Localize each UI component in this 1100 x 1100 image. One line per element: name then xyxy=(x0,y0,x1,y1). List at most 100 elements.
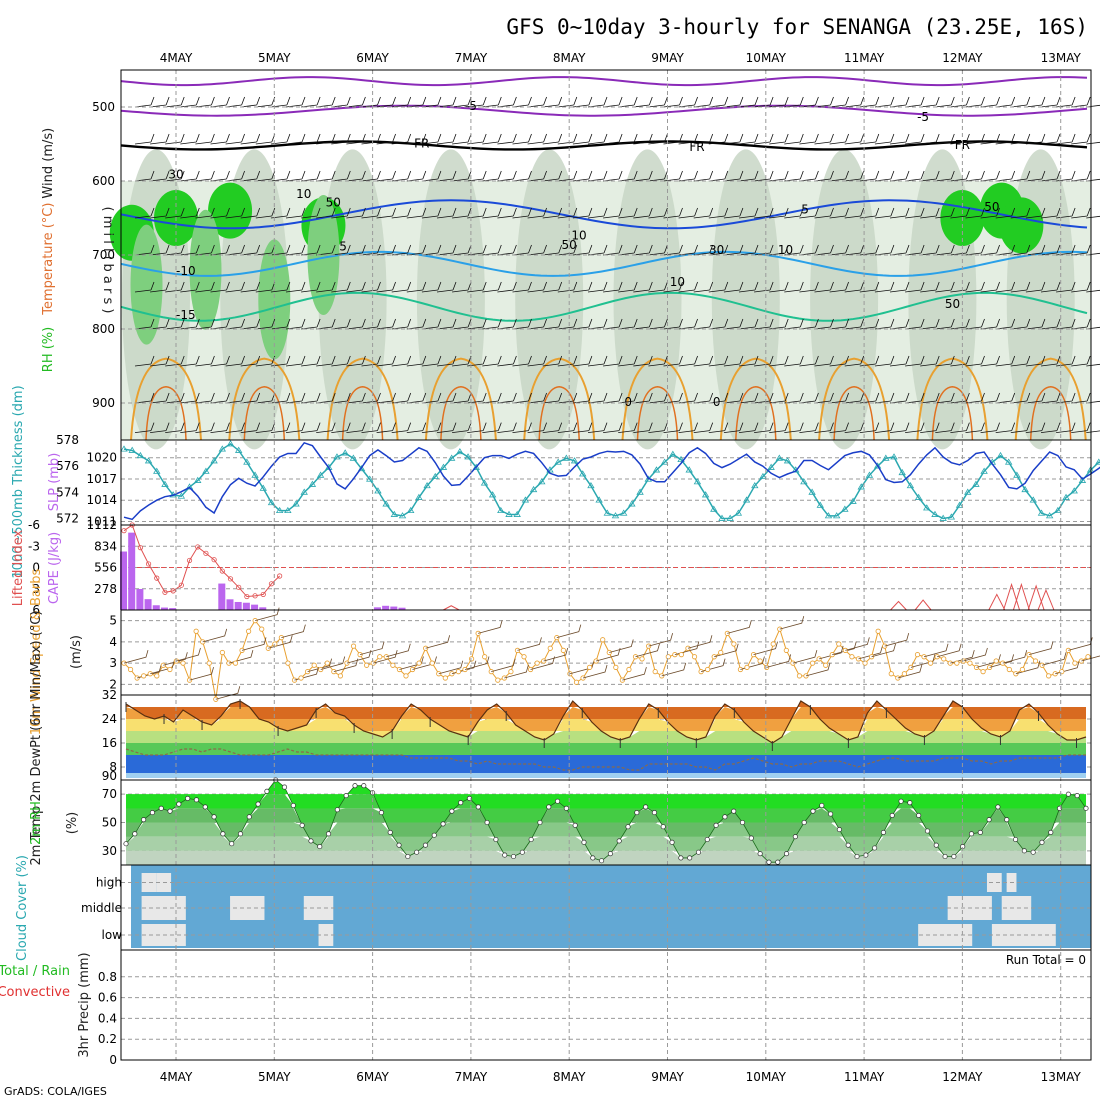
wind-barb xyxy=(663,170,683,182)
thickness-point xyxy=(202,467,210,474)
wind-barb xyxy=(346,355,366,367)
rh-point xyxy=(405,853,411,860)
wind10-barb xyxy=(176,647,201,662)
wind-barb xyxy=(165,281,185,293)
wind-barb xyxy=(799,133,819,145)
rh-point xyxy=(141,817,147,823)
thickness-point xyxy=(153,467,161,474)
wind-barb xyxy=(376,96,396,108)
wind-barb xyxy=(708,355,729,367)
wind10-barb xyxy=(464,656,490,670)
wind-barb xyxy=(376,392,396,404)
wind-barb xyxy=(633,422,653,433)
temperature-label: Temperature (°C) xyxy=(41,203,56,316)
wind-barb xyxy=(180,207,200,219)
contour-label: 10 xyxy=(571,228,586,242)
wind10-point xyxy=(547,645,553,651)
cloud-cell xyxy=(141,873,157,892)
thickness-point xyxy=(120,445,128,452)
wind10-point xyxy=(1006,666,1012,673)
wind-barb xyxy=(1071,133,1091,145)
cape-tick-label: 834 xyxy=(94,539,117,553)
thickness-point xyxy=(480,479,489,486)
thickness-point xyxy=(185,483,194,490)
wind-barb xyxy=(557,133,578,145)
thickness-point xyxy=(128,446,136,453)
wind-barb xyxy=(799,422,819,433)
wind-barb xyxy=(678,133,698,145)
wind10-point xyxy=(259,626,265,632)
wind-barb xyxy=(829,170,849,182)
wind-barb xyxy=(210,207,230,219)
wind-barb xyxy=(542,318,563,330)
thickness-point xyxy=(1070,487,1078,494)
wind-barb xyxy=(482,244,502,256)
wind-barb xyxy=(995,207,1016,219)
rh-point xyxy=(290,802,296,809)
precip-tick-label: 0.6 xyxy=(98,991,117,1005)
wind-barb xyxy=(618,207,638,219)
thickness-tick-label: 578 xyxy=(56,433,79,447)
thickness-point xyxy=(628,500,636,507)
wind-barb xyxy=(708,422,729,433)
wind-barb xyxy=(452,207,472,219)
wind-barb xyxy=(618,133,638,145)
thickness-point xyxy=(300,488,308,495)
thickness-point xyxy=(1021,485,1029,493)
li-point xyxy=(137,545,143,551)
thickness-point xyxy=(923,504,931,511)
wind-barb xyxy=(134,133,155,145)
contour-25 xyxy=(440,385,482,441)
wind-barb xyxy=(738,96,759,108)
wind-barb xyxy=(708,281,729,293)
wind-barb xyxy=(421,355,442,367)
top-day-label: 11MAY xyxy=(844,51,885,65)
wind-barb xyxy=(1040,96,1061,108)
thickness-point xyxy=(390,510,399,517)
wind-barb xyxy=(950,318,970,330)
top-day-label: 4MAY xyxy=(160,51,193,65)
wind-barb xyxy=(180,422,200,433)
li-point xyxy=(195,544,201,550)
rh-blob xyxy=(515,149,584,450)
wind10-barb xyxy=(386,643,411,658)
rh-point xyxy=(246,814,252,820)
wind-barb xyxy=(557,170,578,182)
rh-point xyxy=(889,812,895,818)
li-dip xyxy=(1003,582,1021,611)
wind-barb xyxy=(270,170,291,182)
wind-barb xyxy=(1010,281,1031,293)
cloud-label: Cloud Cover (%) xyxy=(15,855,30,961)
thickness-point xyxy=(865,471,874,478)
wind-barb xyxy=(663,133,683,145)
li-tick-label: 0 xyxy=(32,561,40,575)
rh-point xyxy=(731,808,737,814)
wind10-point xyxy=(272,641,278,647)
wind-barb xyxy=(844,281,865,293)
wind10-barb xyxy=(307,658,333,673)
wind-barb xyxy=(225,422,245,433)
rh-point xyxy=(185,795,191,801)
thickness-point xyxy=(996,451,1005,459)
contour-label: 10 xyxy=(296,187,311,201)
wind-barb xyxy=(859,422,880,433)
slp-tick-label: 1020 xyxy=(86,451,117,465)
wind-barb xyxy=(723,355,744,367)
wind10-unit: (m/s) xyxy=(69,635,84,669)
wind-barb xyxy=(346,392,366,404)
precip-tick-label: 0.8 xyxy=(98,970,117,984)
wind-barb xyxy=(1025,318,1046,330)
wind-barb xyxy=(814,133,834,145)
slp-tick-label: 1017 xyxy=(86,472,117,486)
rh-line xyxy=(125,779,1087,863)
rh-point xyxy=(607,851,613,857)
rh-point xyxy=(766,859,772,865)
thickness-point xyxy=(210,457,218,464)
wind-barb xyxy=(648,133,668,145)
wind-barb xyxy=(527,422,547,433)
wind-barb xyxy=(482,133,502,145)
cloud-axis: high middle low xyxy=(81,876,1091,942)
wind-barb xyxy=(572,96,593,108)
wind-barb xyxy=(150,133,170,145)
